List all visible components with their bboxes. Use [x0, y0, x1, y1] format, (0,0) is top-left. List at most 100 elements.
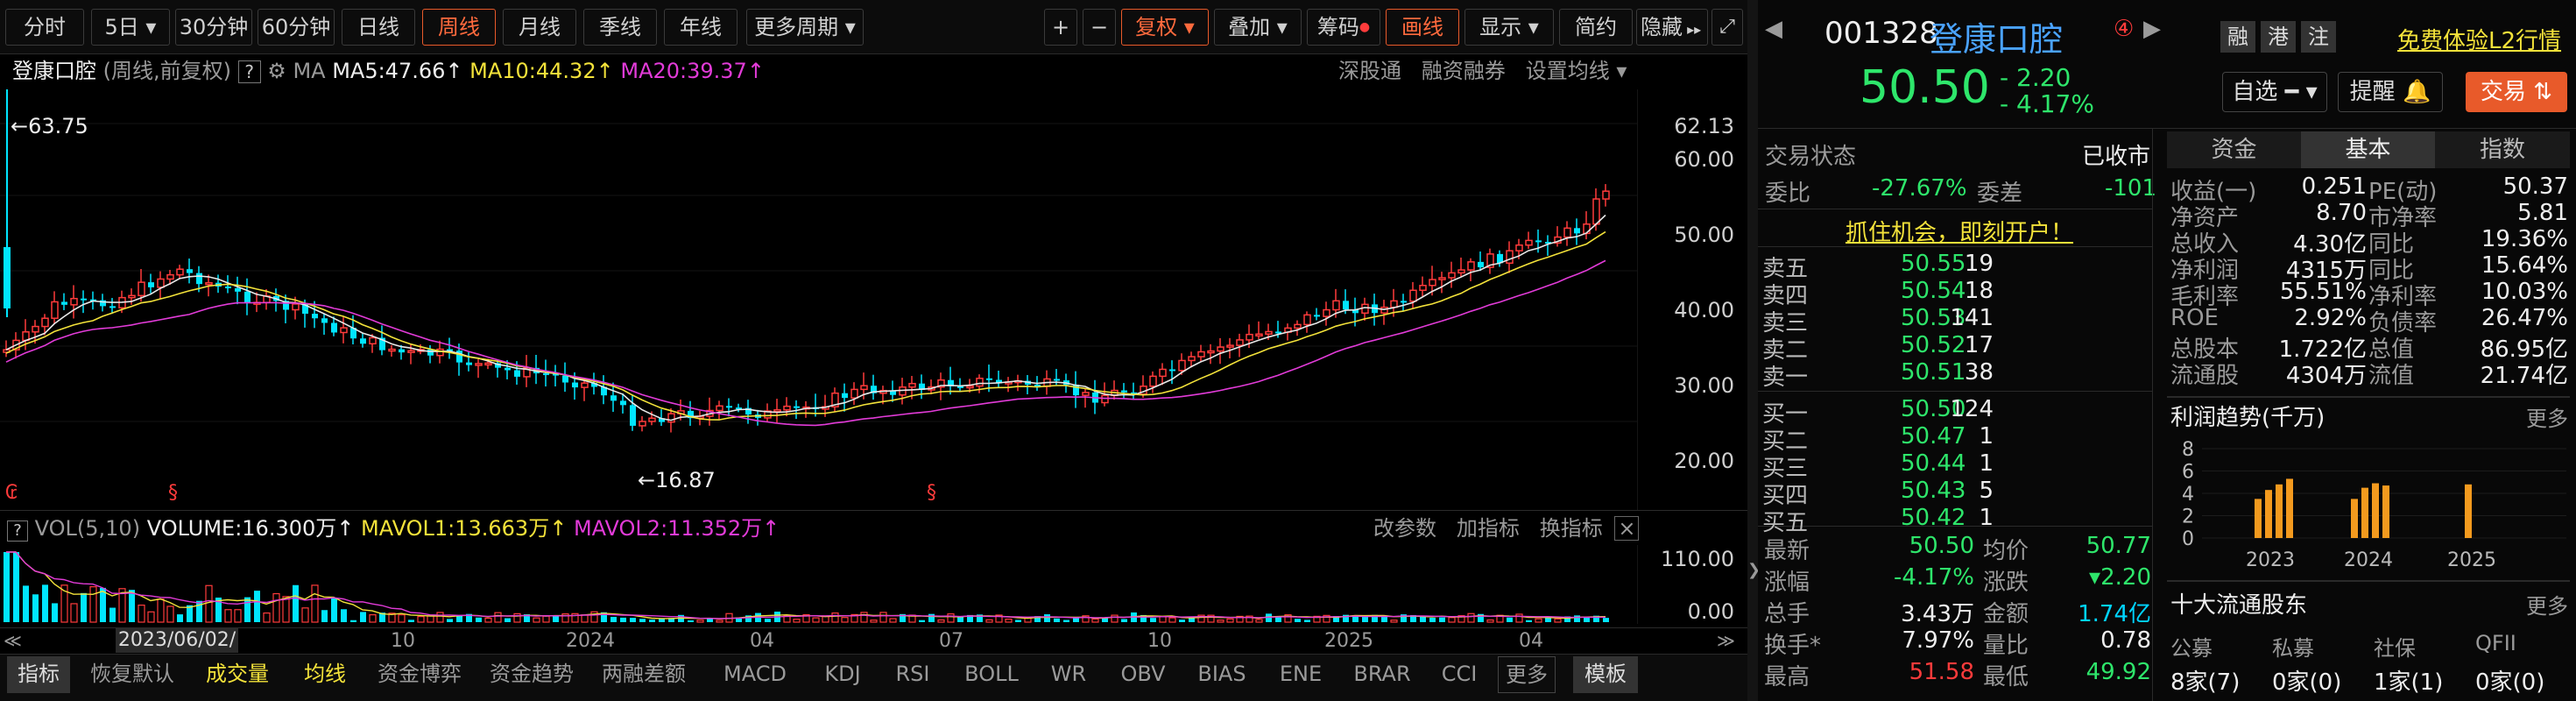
stat-value: 49.92 [2086, 659, 2151, 685]
tab-macd[interactable]: MACD [723, 662, 787, 686]
order-book-row[interactable]: 买四 50.43 5 [1762, 478, 2156, 509]
period-5day[interactable]: 5日 ▾ [91, 9, 170, 46]
volume-bar [524, 614, 530, 622]
link-switch-indicator[interactable]: 换指标 [1539, 516, 1603, 541]
period-60min[interactable]: 60分钟 [258, 9, 335, 46]
order-book-row[interactable]: 卖二 50.52 17 [1762, 332, 2156, 364]
display-button[interactable]: 显示 ▾ [1464, 9, 1554, 46]
tag-margin[interactable]: 融 [2220, 21, 2255, 53]
fin-label: 总股本 [2170, 336, 2240, 363]
period-week[interactable]: 周线 [422, 9, 496, 46]
indicator-tab-bar [0, 654, 1747, 701]
zoom-in-button[interactable]: + [1044, 9, 1077, 46]
period-year[interactable]: 年线 [664, 9, 738, 46]
period-month[interactable]: 月线 [503, 9, 576, 46]
event-marker[interactable]: ₢ [5, 482, 18, 504]
volume-bar [196, 600, 202, 622]
link-change-params[interactable]: 改参数 [1373, 516, 1436, 541]
tab-template[interactable]: 模板 [1573, 656, 1638, 693]
order-book-row[interactable]: 买五 50.42 1 [1762, 505, 2156, 536]
profit-more-link[interactable]: 更多 [2526, 407, 2568, 431]
tab-indicator[interactable]: 指标 [7, 656, 70, 693]
close-icon[interactable]: × [1614, 516, 1640, 541]
fuquan-button[interactable]: 复权 ▾ [1121, 9, 1209, 46]
draw-line-button[interactable]: 画线 [1386, 9, 1459, 46]
settings-gear-icon[interactable]: ⚙ [267, 59, 286, 83]
holder-count[interactable]: 1家(1) [2374, 669, 2444, 696]
link-set-ma[interactable]: 设置均线 [1525, 59, 1610, 83]
tab-fund-trend[interactable]: 资金趋势 [490, 662, 574, 686]
chips-button[interactable]: 筹码● [1307, 9, 1380, 46]
tab-fund[interactable]: 资金 [2211, 137, 2257, 163]
volume-chart[interactable]: 110.00 0.00 [0, 545, 1747, 624]
watchlist-button[interactable]: 自选 ━ ▾ [2222, 72, 2327, 112]
order-book-row[interactable]: 买三 50.44 1 [1762, 450, 2156, 482]
tab-basic[interactable]: 基本 [2301, 131, 2435, 168]
more-periods-button[interactable]: 更多周期 ▾ [746, 9, 864, 46]
tab-brar[interactable]: BRAR [1353, 662, 1411, 686]
event-marker[interactable]: § [168, 482, 178, 504]
tab-kdj[interactable]: KDJ [824, 662, 861, 686]
volume-bar [476, 617, 482, 622]
collapse-arrow-icon[interactable]: ❯ [1747, 561, 1761, 579]
order-book-row[interactable]: 买二 50.47 1 [1762, 423, 2156, 455]
profit-year-label: 2023 [2246, 549, 2295, 571]
alert-button[interactable]: 提醒 🔔 [2338, 72, 2443, 112]
tab-fund-game[interactable]: 资金博弈 [378, 662, 462, 686]
next-stock-icon[interactable]: ▶ [2143, 16, 2161, 42]
candle-body [1457, 269, 1465, 274]
simple-button[interactable]: 简约 [1559, 9, 1633, 46]
tab-cci[interactable]: CCI [1441, 662, 1478, 686]
prev-stock-icon[interactable]: ◀ [1765, 16, 1782, 42]
tab-more[interactable]: 更多 [1498, 656, 1556, 693]
chart-help-icon[interactable]: ? [237, 60, 261, 83]
volume-bar [1295, 619, 1301, 622]
tab-obv[interactable]: OBV [1120, 662, 1166, 686]
holder-count[interactable]: 0家(0) [2272, 669, 2342, 696]
tag-note[interactable]: 注 [2301, 21, 2336, 53]
tab-rsi[interactable]: RSI [895, 662, 930, 686]
tab-bias[interactable]: BIAS [1197, 662, 1246, 686]
zoom-out-button[interactable]: − [1083, 9, 1116, 46]
fullscreen-icon[interactable]: ⤢ [1711, 9, 1743, 46]
holders-more-link[interactable]: 更多 [2526, 594, 2568, 619]
x-axis[interactable]: ≪ 2023/06/02/五 10 2024 04 07 10 2025 04 … [0, 627, 1747, 676]
tab-wr[interactable]: WR [1050, 662, 1087, 686]
volume-help-icon[interactable]: ? [7, 520, 28, 542]
order-book-row[interactable]: 卖三 50.53 141 [1762, 305, 2156, 336]
period-day[interactable]: 日线 [342, 9, 415, 46]
promo-banner[interactable]: 抓住机会，即刻开户！ [1758, 209, 2152, 247]
trade-button[interactable]: 交易 ⇅ [2466, 72, 2567, 112]
holder-count[interactable]: 8家(7) [2170, 669, 2241, 696]
panel-splitter[interactable]: ❯ [1747, 0, 1761, 701]
order-book-row[interactable]: 卖一 50.51 38 [1762, 359, 2156, 391]
tab-volume[interactable]: 成交量 [206, 662, 269, 686]
order-book-row[interactable]: 买一 50.50 124 [1762, 396, 2156, 428]
order-book-row[interactable]: 卖四 50.54 18 [1762, 278, 2156, 309]
tab-margin-diff[interactable]: 两融差额 [602, 662, 686, 686]
tab-index[interactable]: 指数 [2479, 137, 2525, 163]
period-30min[interactable]: 30分钟 [175, 9, 252, 46]
period-quarter[interactable]: 季线 [583, 9, 657, 46]
holder-count[interactable]: 0家(0) [2475, 669, 2545, 696]
tab-boll[interactable]: BOLL [964, 662, 1019, 686]
link-hk-connect[interactable]: 深股通 [1338, 59, 1401, 83]
price-chart[interactable]: 62.13 60.00 50.00 40.00 30.00 20.00 ←63.… [0, 89, 1747, 510]
event-marker[interactable]: § [927, 482, 936, 504]
tab-ma[interactable]: 均线 [304, 662, 346, 686]
l2-promo-link[interactable]: 免费体验L2行情 [2397, 28, 2562, 54]
overlay-button[interactable]: 叠加 ▾ [1214, 9, 1302, 46]
link-add-indicator[interactable]: 加指标 [1456, 516, 1520, 541]
promo-text[interactable]: 抓住机会，即刻开户！ [1846, 220, 2074, 246]
tab-restore-default[interactable]: 恢复默认 [90, 662, 174, 686]
volume-bar [1063, 620, 1069, 622]
tab-ene[interactable]: ENE [1279, 662, 1323, 686]
tag-hk[interactable]: 港 [2261, 21, 2296, 53]
link-margin[interactable]: 融资融券 [1421, 59, 1506, 83]
ma5-arrow-icon: ↑ [445, 59, 463, 83]
order-book-row[interactable]: 卖五 50.55 19 [1762, 251, 2156, 282]
period-fenshi[interactable]: 分时 [5, 9, 84, 46]
scroll-right-icon[interactable]: ≫ [1717, 630, 1735, 651]
scroll-left-icon[interactable]: ≪ [4, 630, 22, 651]
hide-button[interactable]: 隐藏 ▸▸ [1636, 9, 1708, 46]
